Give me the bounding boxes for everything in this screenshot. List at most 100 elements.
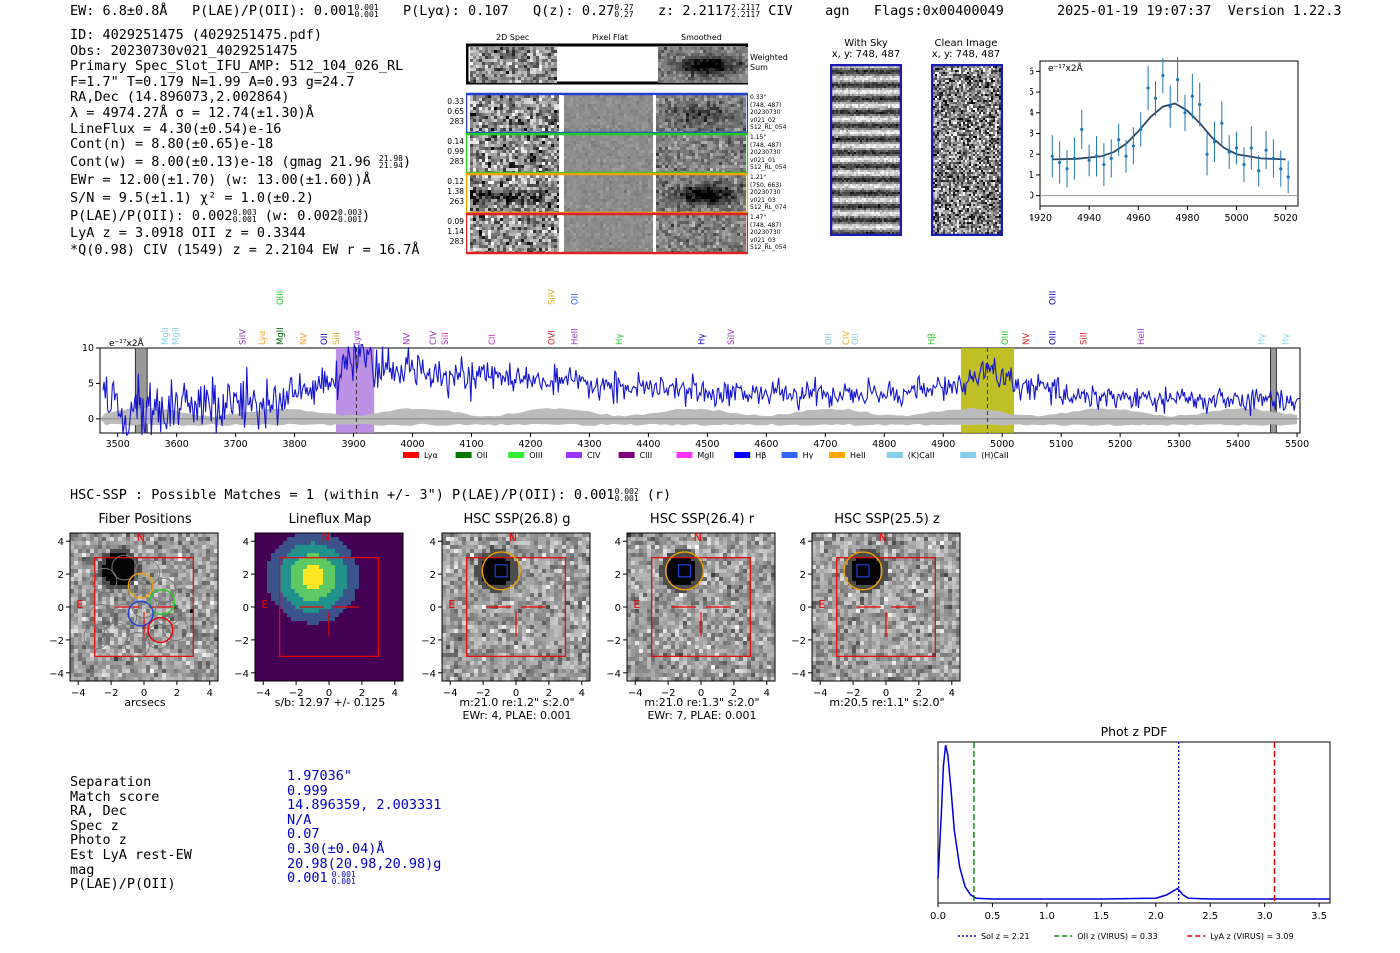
info-obs: Obs: 20230730v021_4029251475	[70, 42, 298, 59]
cutout-info: (748, 487)	[750, 101, 782, 109]
data-point	[1176, 78, 1180, 82]
cutout-info: v021_03	[750, 236, 776, 244]
data-point	[1205, 152, 1209, 156]
x-tick-label: 5020	[1274, 213, 1298, 224]
x-tick-label: 4600	[754, 439, 778, 450]
data-point	[1058, 160, 1062, 165]
y-tick-label: 0	[800, 603, 806, 614]
legend-label: LyA z (VIRUS) = 3.09	[1210, 932, 1293, 941]
y-tick-label: 2	[615, 570, 621, 581]
y-tick-label: −2	[421, 636, 436, 647]
cutout-stat: 0.99	[447, 147, 464, 156]
legend-swatch	[508, 452, 525, 458]
cutout-info: v021_01	[750, 156, 776, 164]
y-tick-label: 2	[58, 570, 64, 581]
y-tick-label: −2	[791, 636, 806, 647]
line-label: MgII	[161, 327, 171, 345]
legend-label: Hβ	[755, 451, 766, 460]
clean-image-xy: x, y: 748, 487	[931, 49, 1001, 60]
info-contw: Cont(w) = 8.00(±0.13)e-18 (gmag 21.96 21…	[70, 153, 420, 171]
y-tick-label: −4	[791, 669, 806, 680]
legend-label: (K)CaII	[908, 451, 935, 460]
line-label: HeII	[571, 328, 581, 345]
cutout-info: 512_RL_074	[750, 204, 787, 212]
x-tick-label: −2	[661, 688, 676, 699]
line-label: Hβ	[927, 333, 937, 345]
match-value-text: 0.999	[287, 782, 328, 799]
line-label: Hγ	[1281, 334, 1291, 345]
y-tick-label: 0	[58, 603, 64, 614]
plya-value: P(Lyα): 0.107	[402, 3, 509, 19]
cutout-stat: 0.33	[447, 97, 464, 106]
x-tick-label: 2.0	[1148, 911, 1164, 922]
cutout-info: (748, 487)	[750, 221, 782, 229]
data-point	[1146, 86, 1150, 90]
cutout-stat: 0.09	[447, 217, 464, 226]
hsc-panel-caption: m:21.0 re:1.2" s:2.0" EWr: 4, PLAE: 0.001	[427, 696, 607, 722]
clean-image	[931, 64, 1003, 236]
x-tick-label: 2	[359, 688, 365, 699]
x-tick-label: −4	[256, 688, 271, 699]
legend-label: Sol z = 2.21	[981, 932, 1030, 941]
info-lya: LyA z = 3.0918 OII z = 0.3344	[70, 224, 306, 241]
match-value-text: 20.98(20.98,20.98)g	[287, 855, 442, 872]
data-point	[1234, 146, 1239, 150]
z-value: z: 2.2117	[657, 3, 732, 19]
aperture-circle	[664, 551, 705, 591]
x-tick-label: 4980	[1175, 213, 1199, 224]
with-sky-title: With Sky x, y: 748, 487	[830, 38, 902, 60]
y-tick-label: 2	[1030, 149, 1034, 160]
y-tick-label: 6	[1030, 66, 1034, 77]
x-tick-label: −2	[476, 688, 491, 699]
y-tick-label: −4	[234, 669, 249, 680]
data-point	[1050, 154, 1054, 158]
line-label: OIII	[1048, 291, 1058, 305]
info-radec: RA,Dec (14.896073,2.002864)	[70, 89, 290, 106]
east-label: E	[818, 598, 825, 611]
weighted-sum-label: Weighted Sum	[750, 53, 788, 72]
cutout-info: 1.47"	[750, 214, 767, 221]
plae-suffix: )	[362, 207, 371, 224]
data-point	[1249, 146, 1253, 150]
fiber-circle	[134, 559, 161, 586]
legend-swatch	[960, 452, 977, 458]
line-label: MgII	[276, 327, 286, 345]
y-tick-label: 4	[800, 537, 806, 548]
y-tick-label: 3	[1030, 129, 1034, 140]
info-primary: Primary Spec_Slot_IFU_AMP: 512_104_026_R…	[70, 58, 404, 75]
match-value-text: 0.001	[287, 870, 328, 887]
x-tick-label: 2	[546, 688, 552, 699]
line-label: SiII	[441, 332, 451, 345]
x-tick-label: 2.5	[1202, 911, 1218, 922]
cutout-row	[466, 92, 748, 135]
x-tick-label: 3900	[341, 439, 365, 450]
fit-line	[1052, 102, 1286, 161]
x-tick-label: 4100	[459, 439, 483, 450]
legend-label: Lyα	[424, 451, 438, 460]
line-label: Hγ	[1258, 334, 1268, 345]
fiber-circle	[83, 623, 110, 650]
x-tick-label: −2	[104, 688, 119, 699]
legend-swatch	[734, 452, 751, 458]
legend-swatch	[829, 452, 845, 458]
fiber-red	[147, 616, 174, 644]
x-tick-label: 3.5	[1311, 911, 1327, 922]
y-tick-label: −2	[234, 636, 249, 647]
line-label: HeII	[1137, 328, 1147, 345]
cutout-left-stats: 0.14 0.99 283	[444, 137, 464, 167]
data-point	[1242, 162, 1246, 167]
legend-label: OII	[477, 451, 488, 460]
caption-line: s/b: 12.97 +/- 0.125	[274, 696, 386, 709]
line-label: OII	[824, 333, 834, 345]
cutout-left-stats: 0.33 0.65 283	[444, 97, 464, 127]
plae-hi: 0.003	[232, 207, 257, 217]
legend-swatch	[781, 452, 798, 458]
hsc-panel-title: Fiber Positions	[98, 512, 192, 527]
y-tick-label: 5	[1030, 87, 1034, 98]
legend-label: CIV	[587, 451, 601, 460]
y-tick-label: 0	[243, 603, 249, 614]
match-value-text: 1.97036"	[287, 768, 353, 784]
x-tick-label: 5200	[1108, 439, 1132, 450]
cutout-info: 512_RL_054	[750, 124, 787, 132]
pdf-title: Phot z PDF	[1101, 724, 1168, 739]
